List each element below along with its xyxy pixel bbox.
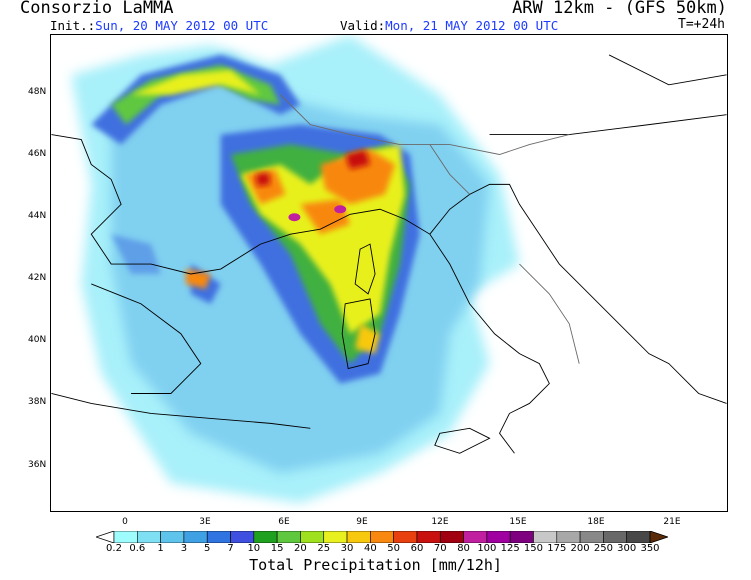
colorbar-title: Total Precipitation [mm/12h] bbox=[249, 556, 502, 574]
colorbar-swatch bbox=[183, 531, 208, 543]
colorbar-tick-label: 250 bbox=[593, 543, 613, 554]
colorbar-swatch bbox=[206, 531, 231, 543]
valid-value: Mon, 21 MAY 2012 00 UTC bbox=[385, 18, 559, 33]
colorbar-tick-label: 30 bbox=[340, 543, 354, 554]
colorbar-swatch bbox=[463, 531, 488, 543]
lead-time: T=+24h bbox=[678, 17, 725, 32]
colorbar-swatch bbox=[346, 531, 371, 543]
colorbar-tick-label: 0.6 bbox=[129, 543, 146, 554]
colorbar-tick-label: 60 bbox=[410, 543, 424, 554]
colorbar-tick-label: 7 bbox=[227, 543, 234, 554]
organization-title: Consorzio LaMMA bbox=[20, 0, 174, 18]
colorbar-swatch bbox=[533, 531, 558, 543]
colorbar-tick-label: 80 bbox=[457, 543, 470, 554]
lat-label: 36N bbox=[28, 460, 47, 470]
colorbar-swatch bbox=[230, 531, 255, 543]
lat-label: 48N bbox=[28, 87, 47, 97]
lon-label: 6E bbox=[278, 517, 290, 527]
lon-label: 0 bbox=[122, 517, 128, 527]
init-time: Init.:Sun, 20 MAY 2012 00 UTC bbox=[50, 18, 268, 33]
lat-label: 46N bbox=[28, 149, 47, 159]
colorbar-swatch bbox=[486, 531, 511, 543]
colorbar-high-arrow bbox=[649, 531, 668, 543]
colorbar-tick-label: 350 bbox=[640, 543, 660, 554]
colorbar-swatch bbox=[323, 531, 348, 543]
precipitation-field bbox=[71, 35, 520, 504]
colorbar-swatch bbox=[137, 531, 161, 543]
coastlines bbox=[51, 54, 727, 454]
lon-label: 18E bbox=[587, 517, 605, 527]
colorbar-swatch bbox=[393, 531, 418, 543]
colorbar-tick-label: 150 bbox=[523, 543, 544, 554]
colorbar-swatch bbox=[416, 531, 441, 543]
colorbar-tick-label: 5 bbox=[204, 543, 211, 554]
lat-label: 44N bbox=[28, 211, 47, 221]
valid-time: Valid:Mon, 21 MAY 2012 00 UTC bbox=[340, 18, 558, 33]
colorbar-swatch bbox=[626, 531, 651, 543]
init-label: Init.: bbox=[50, 18, 96, 33]
lon-label: 3E bbox=[199, 517, 211, 527]
colorbar-tick-label: 10 bbox=[247, 543, 261, 554]
valid-label: Valid: bbox=[340, 18, 386, 33]
country-borders bbox=[280, 94, 580, 364]
colorbar-swatch bbox=[509, 531, 534, 543]
colorbar-swatch bbox=[370, 531, 394, 543]
lon-label: 12E bbox=[431, 517, 449, 527]
init-value: Sun, 20 MAY 2012 00 UTC bbox=[95, 18, 269, 33]
colorbar-swatch bbox=[253, 531, 278, 543]
colorbar bbox=[96, 531, 668, 543]
colorbar-tick-label: 50 bbox=[387, 543, 401, 554]
colorbar-tick-label: 3 bbox=[180, 543, 188, 554]
lat-label: 40N bbox=[28, 335, 47, 345]
colorbar-tick-label: 0.2 bbox=[106, 543, 122, 554]
colorbar-swatch bbox=[113, 531, 138, 543]
colorbar-tick-label: 40 bbox=[363, 543, 377, 554]
colorbar-tick-label: 125 bbox=[500, 543, 520, 554]
colorbar-low-arrow bbox=[96, 531, 115, 543]
lon-label: 15E bbox=[509, 517, 527, 527]
lat-label: 38N bbox=[28, 397, 47, 407]
colorbar-tick-label: 25 bbox=[317, 543, 331, 554]
model-title: ARW 12km - (GFS 50km) bbox=[512, 0, 727, 18]
lon-label: 9E bbox=[356, 517, 368, 527]
lon-label: 21E bbox=[663, 517, 681, 527]
colorbar-swatch bbox=[556, 531, 581, 543]
colorbar-tick-label: 300 bbox=[617, 543, 637, 554]
colorbar-swatch bbox=[439, 531, 464, 543]
colorbar-swatch bbox=[160, 531, 185, 543]
lat-label: 42N bbox=[28, 273, 47, 283]
colorbar-tick-label: 20 bbox=[294, 543, 307, 554]
precipitation-map bbox=[50, 34, 728, 512]
colorbar-tick-label: 100 bbox=[477, 543, 497, 554]
colorbar-tick-label: 200 bbox=[570, 543, 590, 554]
colorbar-tick-label: 1 bbox=[157, 543, 164, 554]
colorbar-swatch bbox=[603, 531, 627, 543]
colorbar-swatch bbox=[276, 531, 301, 543]
colorbar-tick-label: 70 bbox=[433, 543, 447, 554]
colorbar-tick-label: 15 bbox=[270, 543, 284, 554]
colorbar-swatch bbox=[579, 531, 604, 543]
colorbar-tick-label: 175 bbox=[547, 543, 567, 554]
colorbar-swatch bbox=[300, 531, 325, 543]
